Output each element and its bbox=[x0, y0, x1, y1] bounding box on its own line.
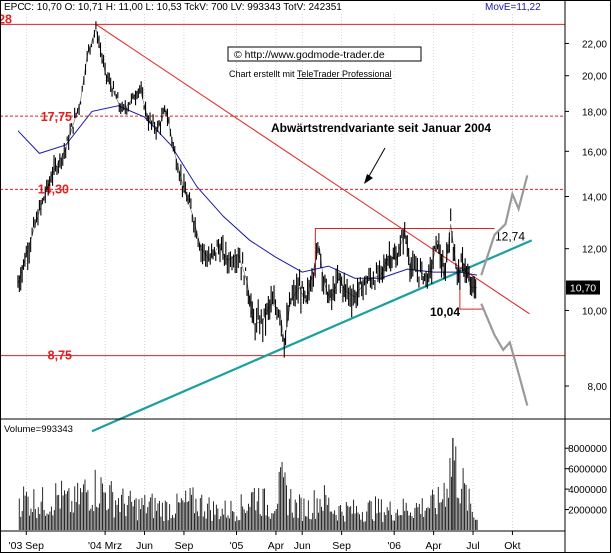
x-tick-label: Sep bbox=[332, 540, 351, 552]
header-move: MovE=11,22 bbox=[485, 2, 541, 13]
level-label: 17,75 bbox=[41, 110, 72, 124]
current-value-label: 10,70 bbox=[570, 283, 596, 295]
volume-y-tick-label: 2000000 bbox=[568, 506, 607, 517]
level-label: 14,30 bbox=[38, 182, 69, 196]
y-tick-label: 20,00 bbox=[582, 72, 607, 83]
annotation-arrowhead bbox=[364, 174, 373, 184]
copyright-box bbox=[227, 46, 422, 62]
volume-y-tick-label: 6000000 bbox=[568, 465, 607, 476]
trend-annotation: Abwärtstrendvariante seit Januar 2004 bbox=[271, 121, 491, 135]
y-tick-label: 16,00 bbox=[582, 147, 607, 158]
volume-y-tick-label: 4000000 bbox=[568, 485, 607, 496]
x-tick-label: '03 Sep bbox=[9, 540, 44, 552]
y-tick-label: 22,00 bbox=[582, 39, 607, 50]
x-tick-label: Sep bbox=[175, 540, 194, 552]
x-tick-label: '06 bbox=[387, 540, 401, 552]
current-value-box bbox=[566, 280, 600, 295]
header-symbol: EPC bbox=[4, 2, 25, 13]
x-tick-label: '04 Mrz bbox=[88, 540, 122, 552]
y-tick-label: 14,00 bbox=[582, 193, 607, 204]
downtrend-line bbox=[95, 23, 530, 315]
annotation-arrow bbox=[367, 147, 386, 179]
x-tick-label: Apr bbox=[425, 540, 442, 552]
price-line bbox=[17, 27, 477, 343]
x-tick-label: '05 bbox=[230, 540, 244, 552]
y-tick-label: 10,00 bbox=[582, 306, 607, 317]
range-bottom-line bbox=[459, 290, 484, 310]
x-tick-label: Jun bbox=[136, 540, 153, 552]
copyright-credit-prefix: Chart erstellt mit bbox=[229, 69, 297, 79]
level-label: 12,74 bbox=[495, 229, 525, 243]
x-tick-label: Okt bbox=[504, 540, 520, 552]
volume-label: Volume=993343 bbox=[4, 424, 73, 435]
moving-average-line bbox=[17, 105, 478, 279]
x-tick-label: Jun bbox=[294, 540, 311, 552]
y-tick-label: 12,00 bbox=[582, 245, 607, 256]
copyright-credit: Chart erstellt mit TeleTrader Profession… bbox=[229, 69, 392, 79]
level-label: 8,75 bbox=[48, 349, 72, 363]
level-label: 23,28 bbox=[0, 12, 12, 26]
header-quote: C: 10,70 O: 10,71 H: 11,00 L: 10,53 TckV… bbox=[24, 2, 342, 13]
volume-y-tick-label: 8000000 bbox=[568, 444, 607, 455]
level-label: 10,04 bbox=[430, 305, 460, 319]
y-tick-label: 8,00 bbox=[588, 382, 608, 393]
projection-up bbox=[480, 175, 529, 276]
projection-down bbox=[480, 303, 529, 406]
copyright-text: © http://www.godmode-trader.de bbox=[234, 49, 385, 61]
copyright-credit-link[interactable]: TeleTrader Professional bbox=[297, 69, 392, 79]
x-tick-label: Apr bbox=[268, 540, 285, 552]
y-tick-label: 18,00 bbox=[582, 107, 607, 118]
x-tick-label: Jul bbox=[466, 540, 479, 552]
